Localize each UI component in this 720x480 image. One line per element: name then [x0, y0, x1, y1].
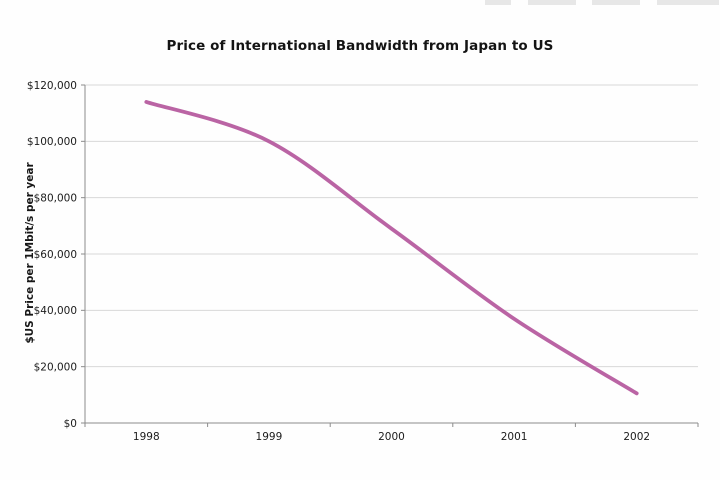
- chart-title: Price of International Bandwidth from Ja…: [166, 38, 554, 54]
- y-tick-label: $120,000: [27, 80, 77, 92]
- y-tick-label: $0: [64, 418, 77, 430]
- y-tick-label: $40,000: [34, 305, 77, 317]
- x-tick-label: 2000: [378, 431, 405, 443]
- x-tick-label: 1998: [133, 431, 160, 443]
- top-edge-artifact-strip: [485, 0, 511, 5]
- x-tick-label: 2002: [623, 431, 650, 443]
- x-tick-label: 1999: [256, 431, 283, 443]
- x-tick-label: 2001: [501, 431, 528, 443]
- y-tick-label: $60,000: [34, 249, 77, 261]
- top-edge-artifact-strip: [528, 0, 576, 5]
- y-tick-label: $80,000: [34, 192, 77, 204]
- top-edge-artifact-strip: [657, 0, 719, 5]
- y-tick-label: $20,000: [34, 361, 77, 373]
- y-tick-label: $100,000: [27, 136, 77, 148]
- top-edge-artifact-strip: [592, 0, 640, 5]
- series-line-price: [144, 100, 639, 396]
